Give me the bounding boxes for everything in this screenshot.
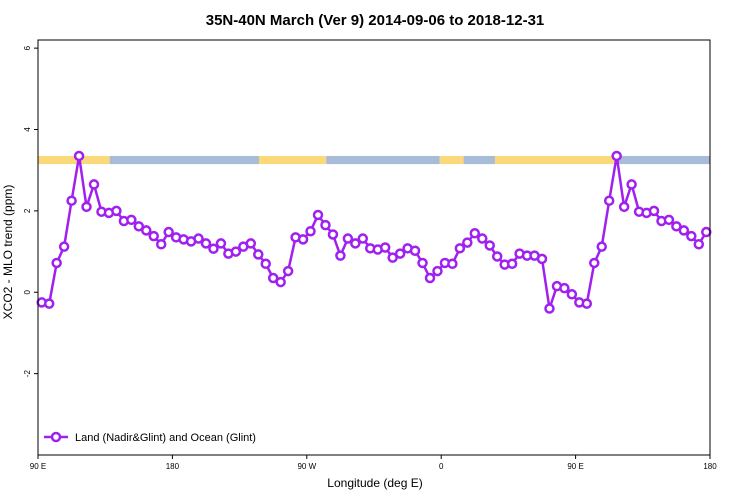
legend-marker [50, 431, 62, 443]
data-point [648, 205, 660, 217]
data-point [335, 250, 346, 261]
x-tick-label: 90 E [30, 462, 46, 471]
data-point [342, 233, 354, 244]
data-point [267, 272, 279, 284]
strip-segment-ocean [463, 155, 495, 165]
data-point [312, 209, 324, 221]
strip-segment-land [439, 155, 464, 165]
data-point [51, 257, 62, 269]
data-point [424, 272, 436, 284]
data-point [491, 251, 503, 262]
data-point [618, 201, 630, 213]
data-point [148, 230, 159, 242]
x-tick-label: 180 [703, 462, 717, 471]
data-point [215, 238, 227, 249]
data-point [686, 230, 697, 242]
data-point [141, 225, 152, 236]
data-point [111, 205, 122, 217]
data-point [671, 221, 682, 232]
data-point [603, 195, 615, 206]
strip-segment-ocean [617, 155, 710, 165]
strip-segment-ocean [326, 155, 440, 165]
x-tick-label: 0 [439, 462, 444, 471]
data-point [581, 298, 593, 309]
data-point [200, 238, 212, 249]
data-point [678, 225, 690, 236]
data-point [282, 265, 294, 277]
strip-segment-ocean [109, 155, 260, 165]
legend: Land (Nadir&Glint) and Ocean (Glint) [44, 431, 256, 444]
data-point [73, 150, 85, 162]
data-point [387, 252, 398, 263]
y-axis-label: XCO2 - MLO trend (ppm) [1, 185, 15, 320]
data-point [559, 282, 570, 294]
data-point [432, 265, 443, 277]
data-point [297, 234, 309, 245]
y-tick-label: 2 [23, 208, 32, 213]
data-point [536, 253, 548, 265]
y-tick-label: -2 [23, 370, 32, 378]
strip-segment-land [494, 155, 618, 165]
data-point [327, 229, 339, 240]
data-point [506, 258, 518, 270]
legend-label: Land (Nadir&Glint) and Ocean (Glint) [75, 432, 256, 444]
data-point [544, 303, 555, 314]
data-point [447, 258, 458, 270]
data-point [275, 276, 286, 288]
x-tick-label: 90 W [297, 462, 316, 471]
data-point [454, 243, 466, 254]
data-point [693, 238, 705, 250]
data-point [462, 237, 473, 248]
surface-type-strip [38, 155, 710, 165]
data-point [417, 257, 428, 269]
data-point [626, 179, 637, 190]
data-point [81, 201, 92, 213]
data-point [596, 241, 607, 252]
data-point [88, 179, 100, 190]
data-point [394, 248, 406, 259]
data-point [126, 214, 137, 226]
data-point [320, 219, 331, 231]
y-tick-label: 4 [23, 127, 32, 132]
x-tick-label: 180 [166, 462, 180, 471]
data-point [566, 289, 578, 300]
data-point [230, 246, 242, 257]
y-tick-label: 6 [23, 45, 32, 50]
data-point [155, 238, 167, 250]
data-point [133, 221, 145, 232]
data-point [469, 228, 481, 239]
data-point [477, 233, 488, 244]
data-point [379, 242, 391, 253]
data-point [208, 243, 219, 254]
data-point [253, 249, 264, 260]
data-point [66, 195, 77, 206]
strip-segment-land [259, 155, 327, 165]
data-point [163, 226, 174, 238]
y-axis: -2 0 2 4 6 [23, 45, 38, 377]
data-point [701, 226, 712, 238]
data-point [193, 233, 204, 244]
strip-segment-land [38, 155, 110, 165]
data-point [357, 233, 369, 244]
data-point [589, 257, 600, 269]
data-point [611, 150, 622, 162]
data-point [43, 298, 55, 309]
data-point [58, 241, 70, 252]
series-layer [36, 150, 712, 314]
y-tick-label: 0 [23, 289, 32, 294]
data-point [305, 225, 316, 237]
x-axis-label: Longitude (deg E) [327, 476, 422, 490]
data-point [350, 238, 361, 249]
chart-title: 35N-40N March (Ver 9) 2014-09-06 to 2018… [206, 12, 545, 29]
x-axis: 90 E 180 90 W 0 90 E 180 [30, 455, 717, 471]
x-tick-label: 90 E [567, 462, 583, 471]
data-point [260, 258, 271, 270]
data-point [245, 238, 257, 249]
plot-frame [37, 39, 711, 456]
data-point [484, 240, 495, 251]
data-point [663, 214, 675, 226]
data-point [409, 245, 421, 257]
